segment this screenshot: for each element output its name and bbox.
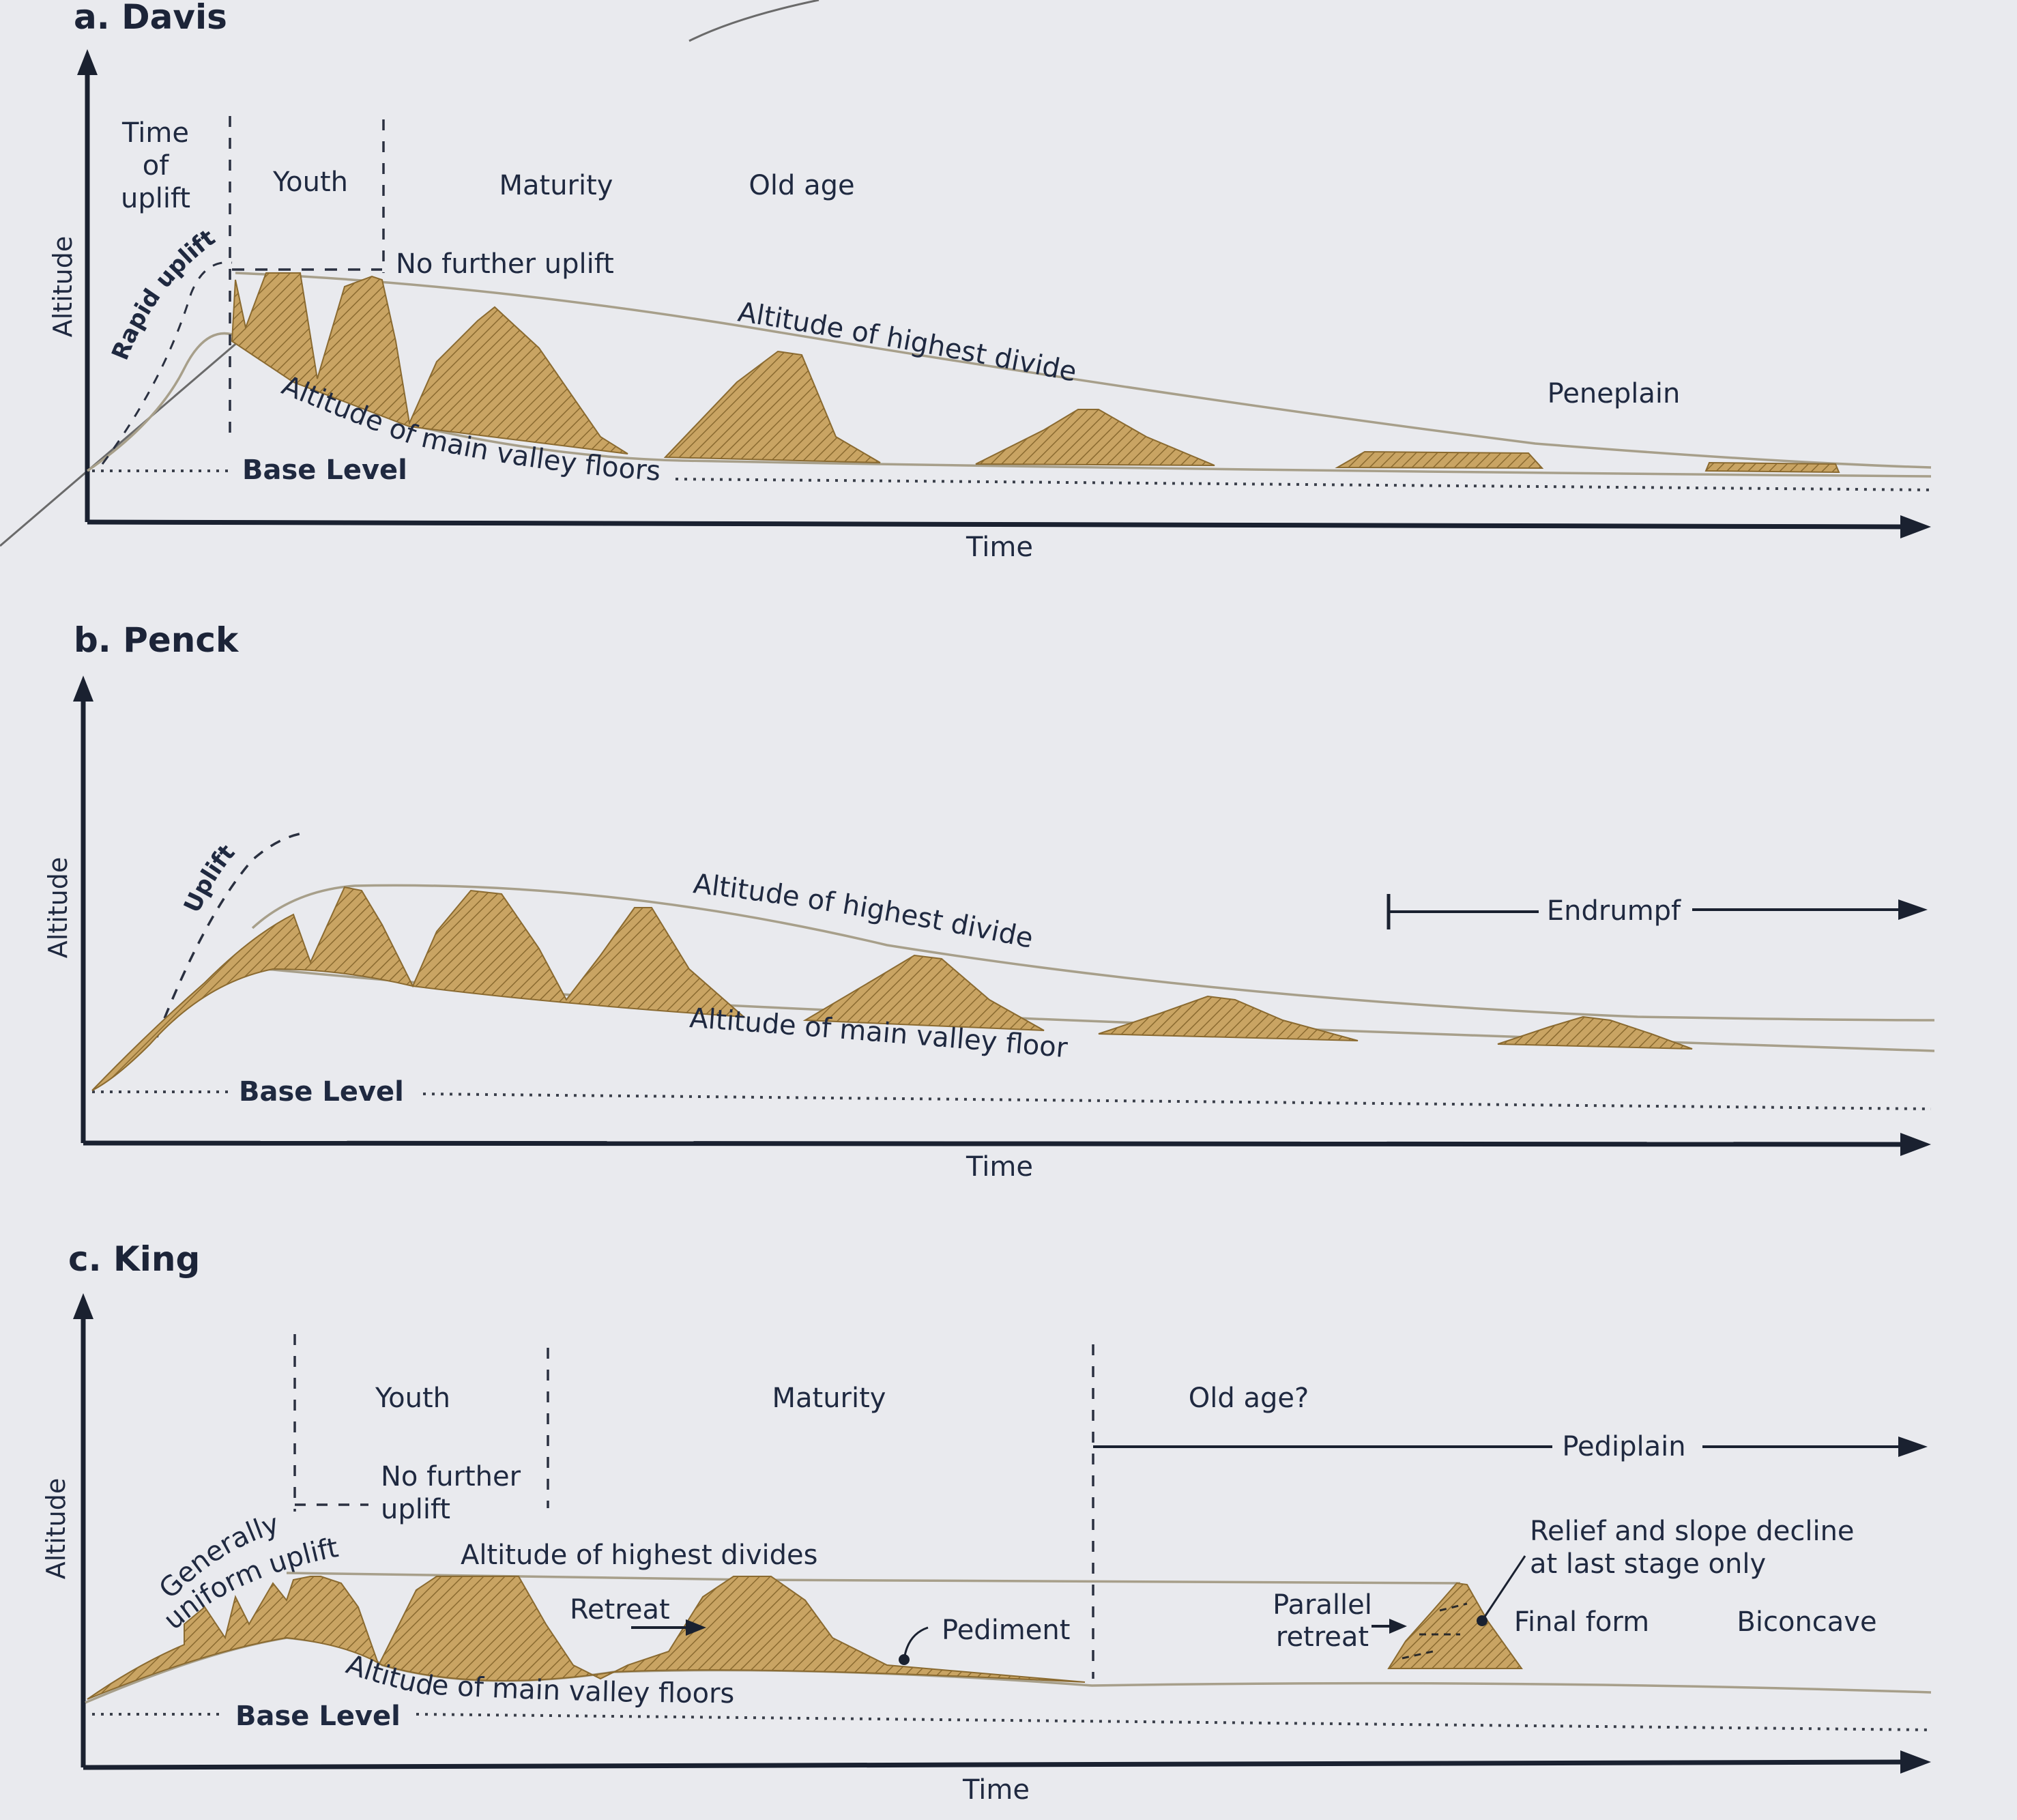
landform-final-form [1387, 1582, 1523, 1669]
y-axis-label: Altitude [41, 1478, 71, 1580]
parallel-retreat-label: Parallel [1273, 1589, 1372, 1621]
x-axis [83, 1759, 1908, 1770]
panel-title: a. Davis [74, 0, 227, 37]
landform-low-hill [1335, 450, 1544, 470]
landform-ridges [91, 886, 746, 1091]
final-form-label: Final form [1514, 1606, 1649, 1638]
parallel-retreat-arrow-head [1389, 1619, 1407, 1634]
landform-low-hill [1098, 995, 1359, 1041]
highest-divides-label: Altitude of highest divides [461, 1540, 817, 1571]
y-axis-arrow [73, 676, 93, 702]
y-axis-label: Altitude [48, 236, 78, 338]
pediment-label: Pediment [942, 1615, 1070, 1646]
x-axis-arrow [1900, 1133, 1931, 1156]
landform-hill [975, 409, 1215, 466]
panel-title: c. King [68, 1239, 200, 1279]
x-axis-arrow [1900, 515, 1931, 538]
landform-endrumpf-remnant [1497, 1015, 1693, 1050]
panel-davis: a. Davis Altitude Time Base Level Time o… [0, 0, 1935, 563]
x-axis-label: Time [966, 532, 1033, 563]
landform-maturity-hill [663, 350, 881, 463]
stage-label-maturity: Maturity [772, 1383, 886, 1414]
stage-label-old-age: Old age? [1189, 1383, 1309, 1414]
base-level-label: Base Level [235, 1701, 401, 1732]
stage-label-youth: Youth [375, 1383, 450, 1414]
y-axis-label: Altitude [43, 857, 73, 959]
relief-decline-label: Relief and slope decline [1530, 1516, 1855, 1547]
x-axis-arrow [1900, 1750, 1931, 1774]
x-axis-label: Time [962, 1774, 1030, 1806]
uplift-label: Uplift [179, 839, 241, 917]
relief-decline-point [1477, 1615, 1488, 1626]
retreat-label: Retreat [570, 1594, 670, 1626]
base-level-label: Base Level [239, 1076, 404, 1108]
landform-youth-ridges [231, 272, 628, 454]
pediplain-arrow-head [1898, 1436, 1928, 1457]
peneplain-label: Peneplain [1548, 378, 1681, 409]
parallel-retreat-label: retreat [1276, 1621, 1369, 1653]
landform-retreating-scarps [87, 1576, 1086, 1700]
pediplain-label: Pediplain [1562, 1431, 1685, 1462]
no-further-uplift-label: uplift [381, 1494, 450, 1525]
panel-title: b. Penck [74, 620, 240, 660]
stage-label-uplift: uplift [121, 183, 190, 214]
no-further-uplift-label: No further [381, 1461, 521, 1492]
endrumpf-arrow-head [1898, 899, 1928, 920]
x-axis [87, 519, 1908, 530]
base-level-line [422, 1093, 1932, 1110]
pediment-pointer [903, 1626, 929, 1660]
stage-label-time: Time [121, 117, 189, 149]
endrumpf-label: Endrumpf [1547, 895, 1681, 927]
final-form-dashes [1402, 1602, 1468, 1660]
stage-label-youth: Youth [272, 167, 348, 198]
stage-label-of: of [143, 150, 169, 182]
y-axis-arrow [73, 1293, 93, 1319]
base-level-line [675, 478, 1935, 491]
y-axis-arrow [77, 49, 98, 75]
stage-label-maturity: Maturity [499, 170, 613, 201]
no-further-uplift-label: No further uplift [396, 248, 614, 280]
highest-divides-line [251, 884, 1935, 1022]
biconcave-label: Biconcave [1737, 1606, 1876, 1638]
relief-decline-pointer [1481, 1555, 1526, 1621]
stage-label-old-age: Old age [749, 170, 854, 201]
base-level-line [416, 1713, 1932, 1731]
retreat-arrow-head [686, 1619, 706, 1636]
base-level-label: Base Level [242, 454, 407, 486]
landform-hill [802, 954, 1045, 1031]
landform-peneplain-remnant [1704, 461, 1840, 474]
x-axis-label: Time [966, 1151, 1033, 1183]
x-axis [83, 1140, 1908, 1147]
panel-king: c. King Altitude Time Base Level Youth M… [41, 1239, 1932, 1806]
highest-divides-line [235, 272, 1932, 469]
relief-decline-label: at last stage only [1530, 1548, 1766, 1580]
